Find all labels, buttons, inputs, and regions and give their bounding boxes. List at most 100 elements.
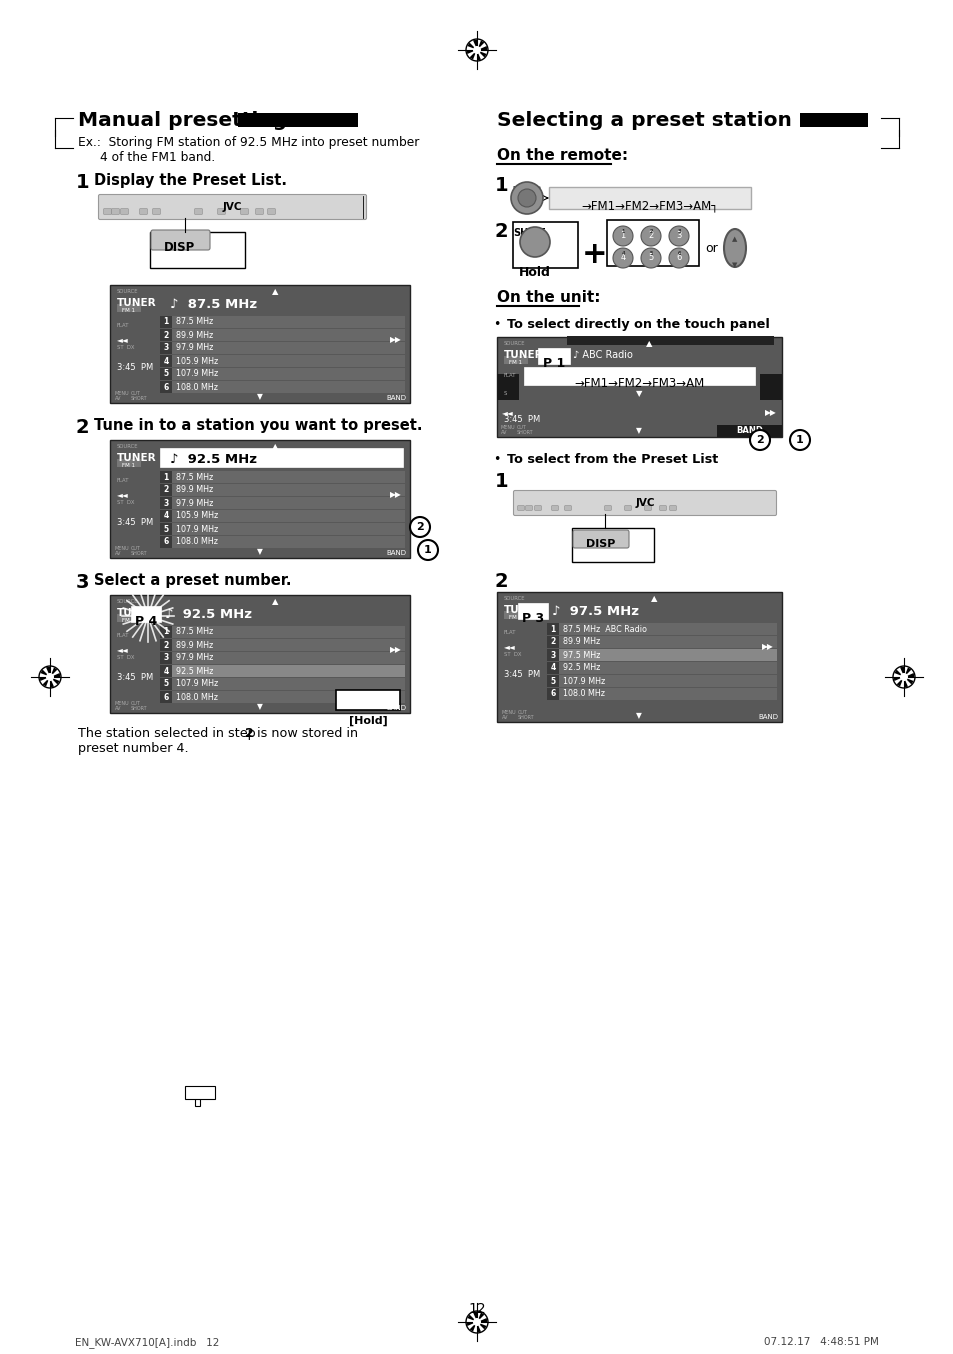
FancyBboxPatch shape [523,367,754,385]
Circle shape [640,226,660,246]
Text: 3: 3 [76,573,90,592]
Text: TUNER: TUNER [503,349,543,360]
Text: ♪  87.5 MHz: ♪ 87.5 MHz [170,298,257,311]
Polygon shape [903,677,913,684]
Text: 3:45  PM: 3:45 PM [503,670,539,678]
Text: CUT: CUT [131,391,141,395]
Text: EN_KW-AVX710[A].indb   12: EN_KW-AVX710[A].indb 12 [75,1336,219,1347]
Text: ♪  97.5 MHz: ♪ 97.5 MHz [552,605,639,617]
Text: SOURCE: SOURCE [117,288,138,294]
FancyBboxPatch shape [564,505,571,510]
Text: ▲: ▲ [650,594,657,603]
Text: 6: 6 [163,382,169,391]
Text: 5: 5 [649,250,652,256]
Text: BAND: BAND [736,427,762,435]
Text: 97.5 MHz: 97.5 MHz [562,650,599,659]
Text: FM 1: FM 1 [122,617,135,623]
Text: Ex.:  Storing FM station of 92.5 MHz into preset number: Ex.: Storing FM station of 92.5 MHz into… [78,135,419,149]
Polygon shape [476,50,480,61]
Text: TUNER: TUNER [503,605,543,615]
FancyBboxPatch shape [546,662,776,674]
Text: 105.9 MHz: 105.9 MHz [175,512,218,520]
Polygon shape [51,673,60,677]
Circle shape [47,674,53,680]
FancyBboxPatch shape [546,623,776,635]
Text: ▶▶: ▶▶ [761,642,773,651]
Text: 2: 2 [495,571,508,590]
FancyBboxPatch shape [121,209,128,214]
FancyBboxPatch shape [117,305,141,311]
Text: CUT: CUT [131,701,141,705]
FancyBboxPatch shape [160,523,405,535]
Text: 108.0 MHz: 108.0 MHz [175,382,218,391]
Text: 2: 2 [163,640,169,650]
FancyBboxPatch shape [160,510,172,523]
FancyBboxPatch shape [194,209,202,214]
FancyBboxPatch shape [513,490,776,516]
Text: ▼: ▼ [732,263,737,268]
Text: 1: 1 [163,473,169,482]
FancyBboxPatch shape [240,209,248,214]
Text: Selecting a preset station: Selecting a preset station [497,111,791,130]
FancyBboxPatch shape [717,425,781,437]
Text: SHORT: SHORT [131,395,148,401]
FancyBboxPatch shape [117,459,141,467]
Text: 6: 6 [163,692,169,701]
Text: ▶▶: ▶▶ [390,490,401,500]
Text: SOURCE: SOURCE [117,444,138,450]
Text: AV: AV [115,395,121,401]
Text: 6: 6 [676,253,681,263]
Circle shape [789,431,809,450]
Text: ▲: ▲ [732,236,737,242]
FancyBboxPatch shape [517,505,524,510]
Text: TUNER: TUNER [117,298,156,307]
Circle shape [668,226,688,246]
Text: ▶▶: ▶▶ [390,334,401,344]
Text: To select from the Preset List: To select from the Preset List [506,454,718,466]
Text: 3: 3 [676,232,681,241]
Text: BAND: BAND [386,705,406,711]
FancyBboxPatch shape [546,636,558,649]
Circle shape [613,226,633,246]
Text: 4: 4 [163,512,169,520]
FancyBboxPatch shape [160,678,405,691]
Text: 89.9 MHz: 89.9 MHz [175,640,213,650]
Text: FLAT: FLAT [503,372,516,378]
Text: 1: 1 [550,624,555,634]
FancyBboxPatch shape [573,529,628,548]
Text: 1: 1 [619,232,625,241]
Text: SHIFT: SHIFT [513,227,544,238]
FancyBboxPatch shape [760,374,781,399]
FancyBboxPatch shape [160,471,172,483]
FancyBboxPatch shape [160,343,405,353]
FancyBboxPatch shape [255,209,263,214]
Text: ◄◄: ◄◄ [501,409,514,417]
Text: P 1: P 1 [542,357,564,370]
Text: 07.12.17   4:48:51 PM: 07.12.17 4:48:51 PM [763,1336,878,1347]
Text: 12: 12 [468,1303,485,1316]
Text: BAND/■: BAND/■ [512,185,541,192]
Text: SHIFT: SHIFT [523,236,545,245]
FancyBboxPatch shape [98,195,366,219]
Text: 4: 4 [620,250,624,256]
Text: 105.9 MHz: 105.9 MHz [175,356,218,366]
FancyBboxPatch shape [110,594,410,714]
FancyBboxPatch shape [503,356,527,364]
FancyBboxPatch shape [160,471,405,483]
Circle shape [474,1319,479,1326]
Text: ST  DX: ST DX [117,345,134,349]
FancyBboxPatch shape [537,348,569,364]
Text: 3:45  PM: 3:45 PM [503,414,539,424]
FancyBboxPatch shape [546,688,558,700]
FancyBboxPatch shape [546,623,558,635]
Polygon shape [893,677,902,681]
Text: is now stored in: is now stored in [253,727,357,741]
FancyBboxPatch shape [160,639,405,651]
Text: 87.5 MHz  ABC Radio: 87.5 MHz ABC Radio [562,624,646,634]
FancyBboxPatch shape [160,691,172,703]
FancyBboxPatch shape [152,209,160,214]
Text: 87.5 MHz: 87.5 MHz [175,473,213,482]
FancyBboxPatch shape [160,329,405,341]
FancyBboxPatch shape [503,611,527,619]
Text: 4: 4 [619,253,625,263]
